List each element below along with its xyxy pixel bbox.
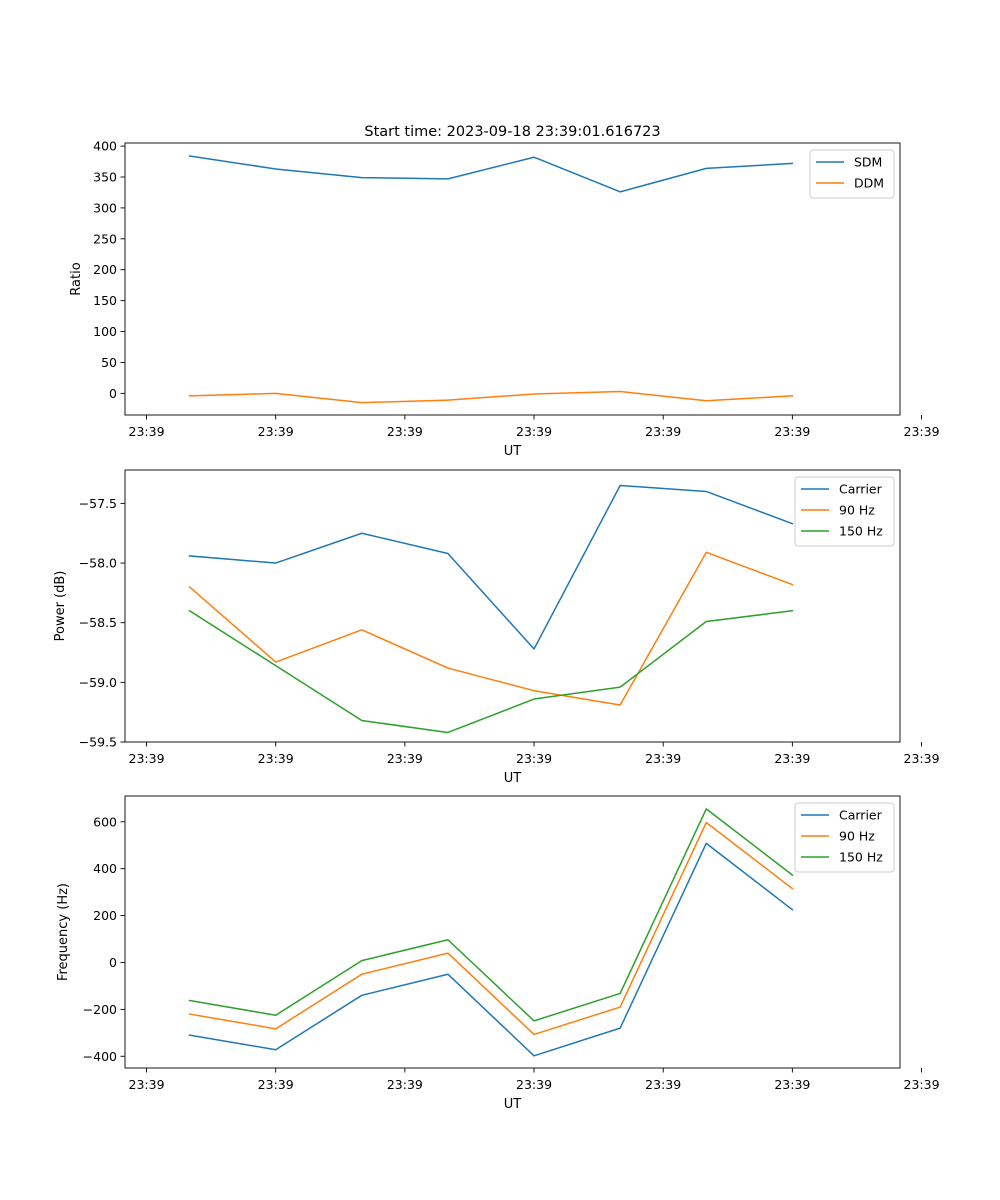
y-tick-label: 0 [109, 955, 117, 970]
x-tick-label: 23:39 [258, 424, 294, 439]
series-line-150-hz [188, 609, 794, 734]
x-tick-label: 23:39 [774, 424, 810, 439]
legend-label: 150 Hz [839, 850, 883, 865]
axes-frame [124, 142, 901, 416]
legend-label: 90 Hz [839, 829, 875, 844]
x-axis-label: UT [504, 1097, 522, 1112]
legend-label: SDM [854, 155, 882, 170]
y-tick-label: −400 [83, 1049, 117, 1064]
series-line-90-hz [188, 821, 794, 1036]
y-tick-label: 200 [93, 262, 117, 277]
axes-frame [124, 469, 901, 743]
x-tick-label: 23:39 [258, 751, 294, 766]
x-tick-label: 23:39 [516, 424, 552, 439]
legend-label: 150 Hz [839, 524, 883, 539]
x-tick-label: 23:39 [129, 424, 165, 439]
y-tick-label: 250 [93, 231, 117, 246]
x-tick-label: 23:39 [645, 424, 681, 439]
x-tick-label: 23:39 [387, 1077, 423, 1092]
x-tick-label: 23:39 [904, 1077, 940, 1092]
subplot-power: 23:39 23:39 23:39 23:39 23:39 23:39 23:39 −59.5… [53, 469, 940, 786]
y-tick-label: 0 [109, 386, 117, 401]
legend: Carrier 90 Hz 150 Hz [794, 802, 895, 873]
x-tick-label: 23:39 [774, 751, 810, 766]
x-tick-label: 23:39 [774, 1077, 810, 1092]
x-tick-label: 23:39 [387, 751, 423, 766]
figure-title: Start time: 2023-09-18 23:39:01.616723 [364, 124, 660, 140]
series-line-90-hz [188, 551, 794, 706]
series-line-carrier [188, 484, 794, 650]
x-tick-label: 23:39 [904, 424, 940, 439]
y-tick-label: 400 [93, 861, 117, 876]
x-tick-label: 23:39 [516, 751, 552, 766]
y-tick-label: −58.5 [79, 615, 117, 630]
y-tick-label: −57.5 [79, 496, 117, 511]
subplot-frequency: 23:39 23:39 23:39 23:39 23:39 23:39 23:39 −400 −… [56, 795, 940, 1112]
axes-frame [124, 795, 901, 1069]
x-tick-label: 23:39 [904, 751, 940, 766]
legend-label: Carrier [839, 808, 883, 823]
x-tick-label: 23:39 [645, 751, 681, 766]
legend-label: 90 Hz [839, 503, 875, 518]
x-tick-label: 23:39 [387, 424, 423, 439]
series-line-ddm [188, 390, 794, 404]
y-tick-label: 350 [93, 170, 117, 185]
series-line-150-hz [188, 808, 794, 1022]
y-tick-label: −59.0 [79, 675, 117, 690]
x-tick-label: 23:39 [516, 1077, 552, 1092]
x-tick-label: 23:39 [645, 1077, 681, 1092]
legend-box [794, 802, 895, 873]
y-tick-label: 100 [93, 324, 117, 339]
legend: SDM DDM [809, 149, 895, 199]
y-tick-label: 50 [101, 355, 117, 370]
x-tick-label: 23:39 [129, 751, 165, 766]
legend-label: Carrier [839, 482, 883, 497]
y-axis-label: Ratio [69, 262, 84, 295]
y-tick-label: 400 [93, 139, 117, 154]
y-tick-label: −58.0 [79, 556, 117, 571]
y-tick-label: 200 [93, 908, 117, 923]
x-tick-label: 23:39 [129, 1077, 165, 1092]
subplot-ratio: 23:39 23:39 23:39 23:39 23:39 23:39 23:39 0 50 10… [69, 139, 940, 459]
y-tick-label: 300 [93, 200, 117, 215]
y-tick-label: −59.5 [79, 735, 117, 750]
y-axis-label: Power (dB) [53, 571, 68, 642]
y-axis-label: Frequency (Hz) [56, 883, 71, 981]
y-tick-label: 600 [93, 814, 117, 829]
series-line-sdm [188, 155, 794, 193]
legend-label: DDM [854, 176, 884, 191]
y-tick-label: 150 [93, 293, 117, 308]
x-axis-label: UT [504, 444, 522, 459]
legend: Carrier 90 Hz 150 Hz [794, 476, 895, 547]
series-line-carrier [188, 842, 794, 1057]
legend-box [794, 476, 895, 547]
y-tick-label: −200 [83, 1002, 117, 1017]
x-tick-label: 23:39 [258, 1077, 294, 1092]
x-axis-label: UT [504, 771, 522, 786]
